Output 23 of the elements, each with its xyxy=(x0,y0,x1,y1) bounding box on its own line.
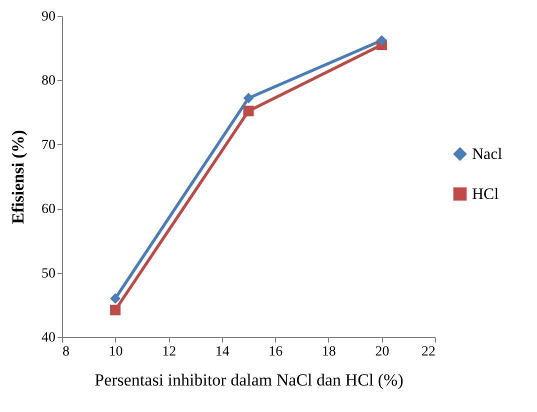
y-tick-label: 80 xyxy=(42,74,56,89)
y-tick-label: 60 xyxy=(42,202,56,218)
x-tick-label: 22 xyxy=(422,344,436,360)
point xyxy=(243,106,254,116)
x-axis-title: Persentasi inhibitor dalam NaCl dan HCl (%) xyxy=(94,370,404,390)
point xyxy=(110,304,121,316)
x-tick-label: 16 xyxy=(268,344,283,360)
x-tick-label: 20 xyxy=(375,344,390,360)
y-tick-label: 40 xyxy=(42,330,56,346)
y-axis-title: Efisiensi (%) xyxy=(8,130,28,224)
legend-label: Nacl xyxy=(472,146,503,163)
x-tick-label: 8 xyxy=(62,344,70,360)
y-tick-label: 90 xyxy=(42,10,56,24)
y-tick-label: 50 xyxy=(42,266,56,282)
point xyxy=(243,92,254,104)
x-tick-label: 14 xyxy=(215,344,230,360)
legend-label: HCl xyxy=(472,186,500,203)
x-tick-label: 18 xyxy=(322,344,336,360)
x-tick-label: 10 xyxy=(108,344,123,360)
x-tick-label: 12 xyxy=(162,344,176,360)
point xyxy=(376,35,387,46)
point xyxy=(110,293,121,304)
y-tick-label: 70 xyxy=(42,138,56,153)
